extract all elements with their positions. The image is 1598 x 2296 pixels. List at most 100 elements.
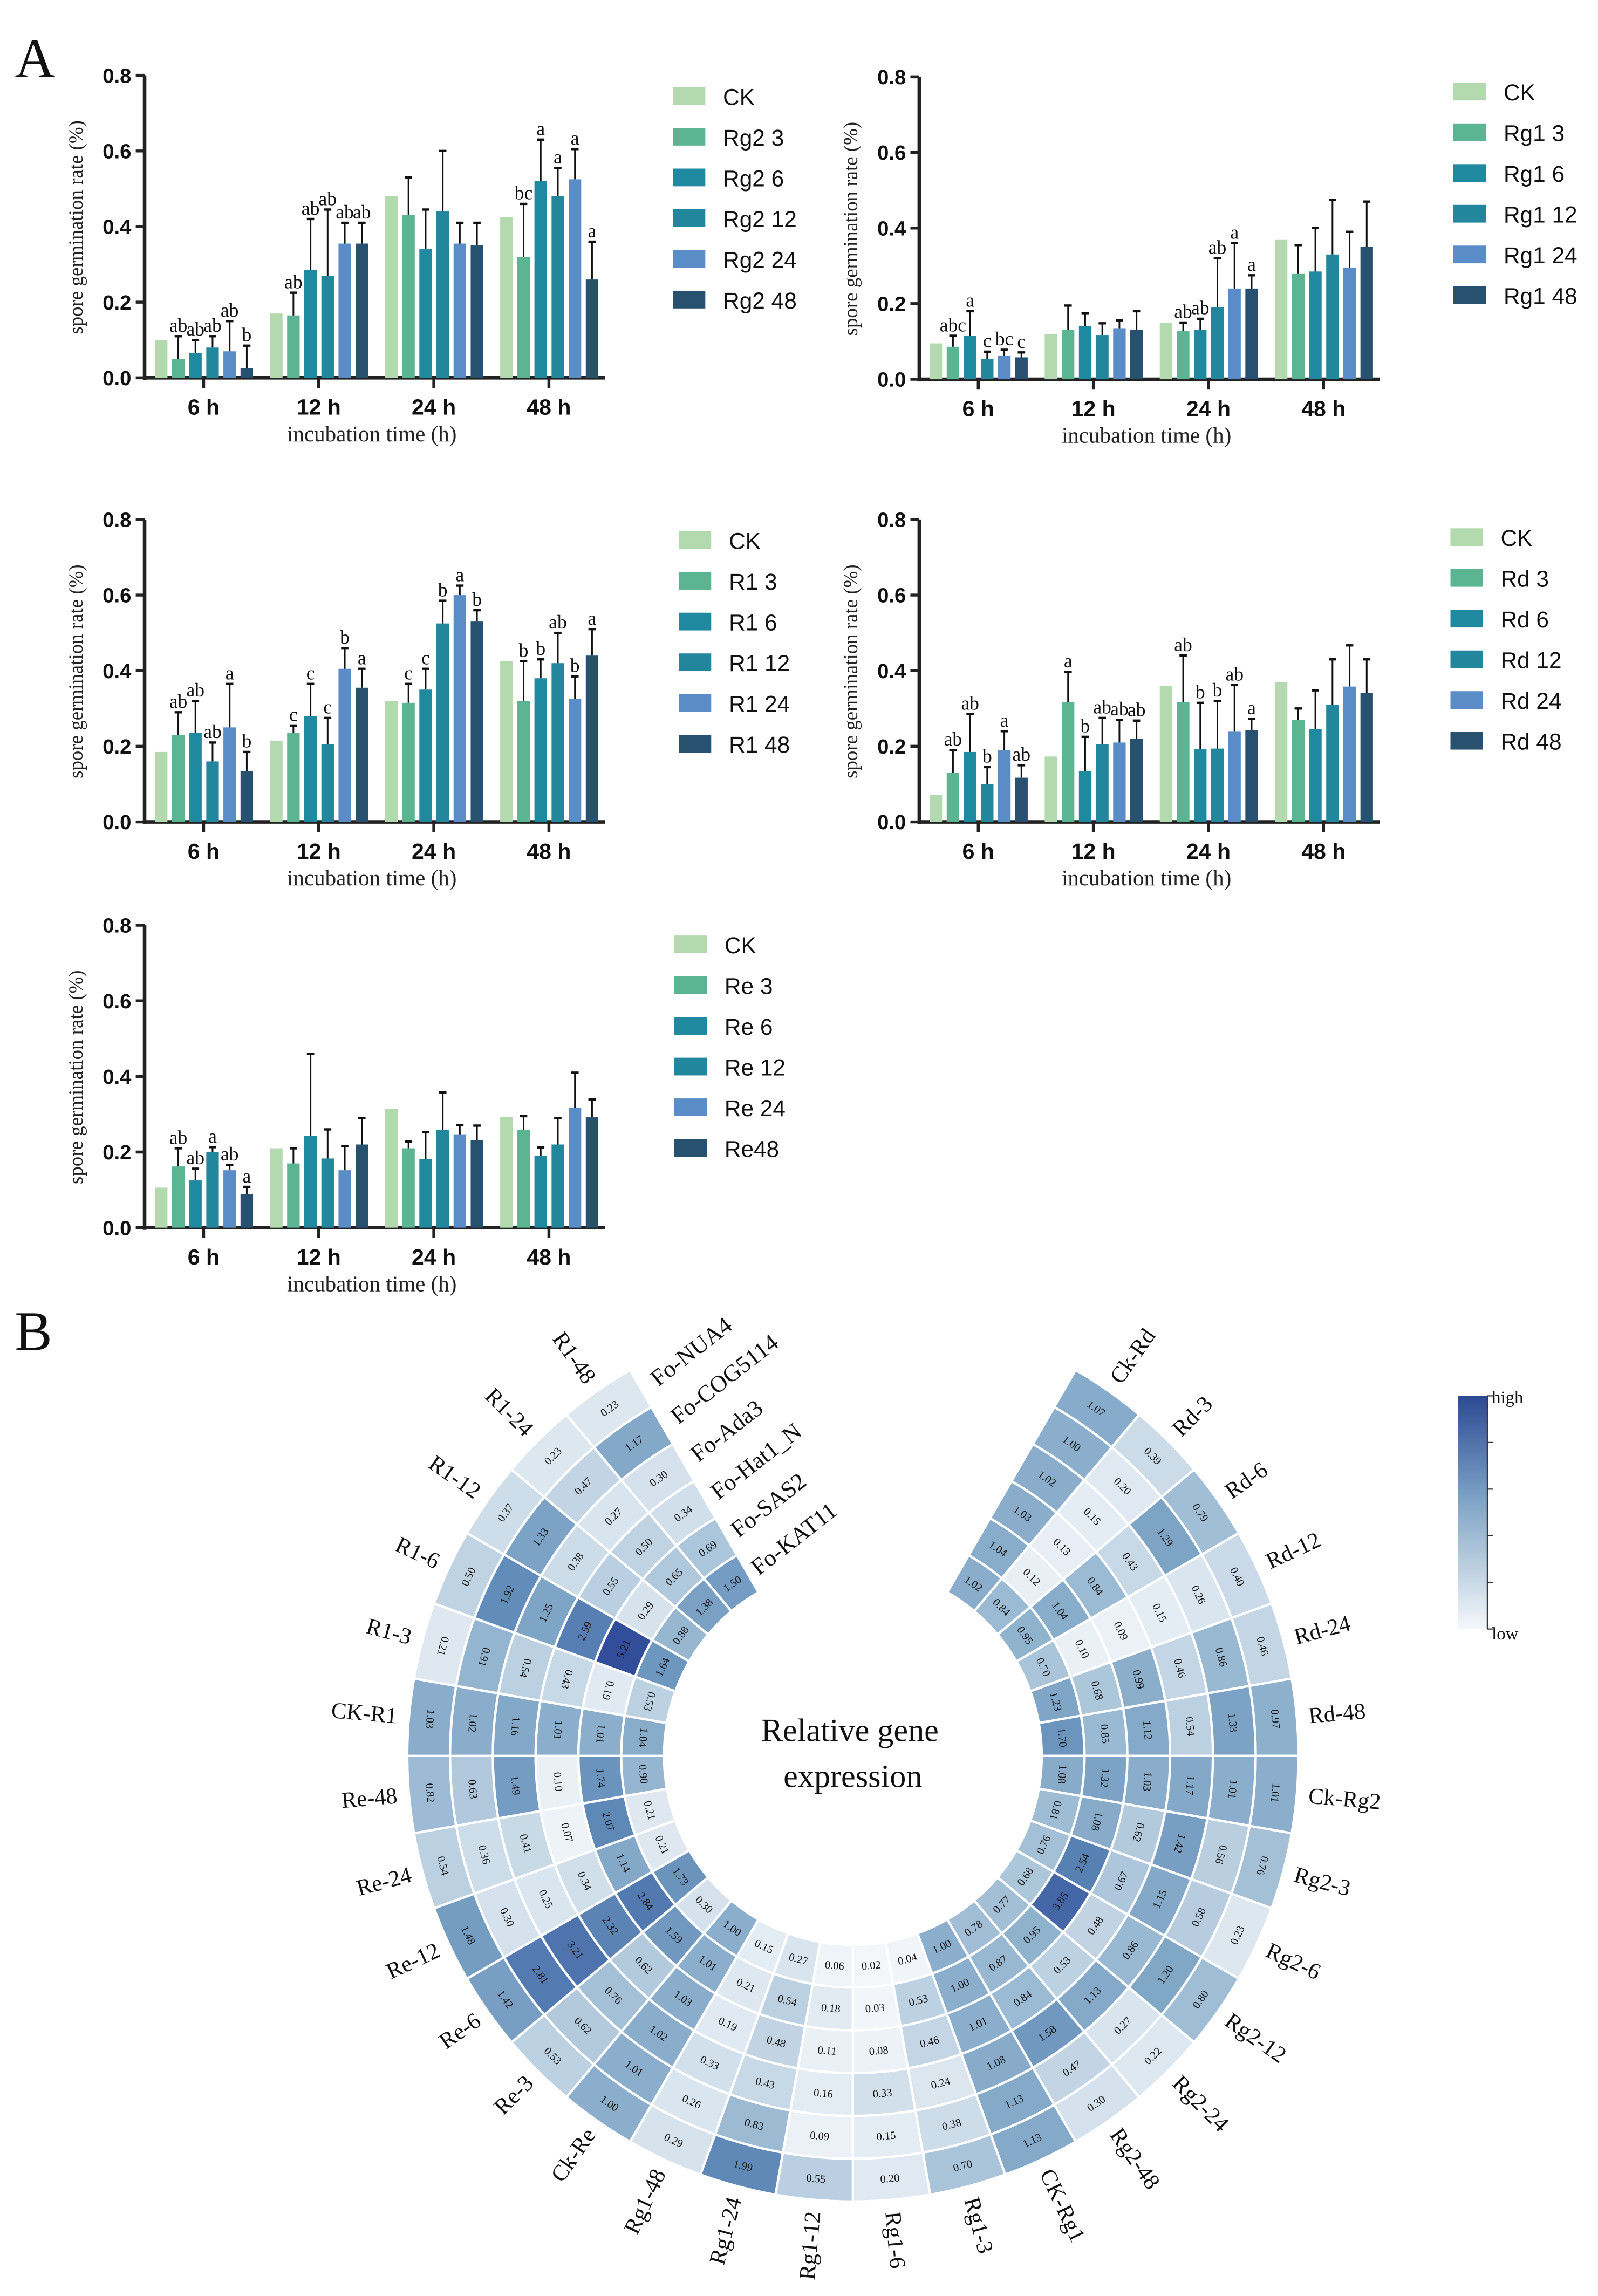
bar-Rd12-6h <box>981 784 994 822</box>
bar-R112-48h <box>551 663 564 822</box>
bar-CK-48h <box>500 661 513 822</box>
legend-swatch <box>674 1098 707 1116</box>
heatmap-cell-value: 0.82 <box>423 1783 436 1803</box>
bar-Re48-24h <box>470 1140 483 1228</box>
bar-Rg13-6h <box>946 346 960 380</box>
y-tick-label: 0.8 <box>103 509 131 532</box>
significance-letter: a <box>536 118 545 140</box>
legend-swatch <box>1453 204 1486 223</box>
bar-Rg224-12h <box>338 243 351 378</box>
bar-R13-24h <box>402 702 415 822</box>
bar-Re48-6h <box>240 1194 254 1228</box>
significance-letter: ab <box>1225 664 1244 685</box>
legend-label: Re 3 <box>725 973 773 999</box>
x-tick-label: 48 h <box>1301 839 1346 864</box>
legend-swatch <box>1450 610 1483 628</box>
y-tick-label: 0.8 <box>103 914 131 938</box>
significance-letter: c <box>1017 331 1026 352</box>
y-axis-title: spore germination rate (%) <box>65 120 87 334</box>
bar-CK-12h <box>270 740 283 822</box>
legend-swatch <box>673 290 706 309</box>
sample-label: R1-24 <box>480 1383 538 1441</box>
significance-letter: ab <box>319 188 337 209</box>
heatmap-cell-value: 0.10 <box>551 1772 564 1792</box>
significance-letter: a <box>226 662 234 684</box>
significance-letter: ab <box>302 197 320 219</box>
significance-letter: ab <box>221 1143 239 1165</box>
bar-R148-6h <box>240 770 254 822</box>
bar-Re24-24h <box>453 1134 466 1228</box>
x-axis-title: incubation time (h) <box>287 1271 456 1296</box>
bar-Rg124-6h <box>998 355 1011 380</box>
significance-letter: b <box>519 640 529 661</box>
sample-label: Rg1-6 <box>880 2210 910 2270</box>
legend-swatch <box>1450 569 1483 587</box>
legend-label: Re 24 <box>725 1096 786 1121</box>
legend-label: Re48 <box>725 1136 779 1161</box>
sample-label: Re-24 <box>354 1862 414 1901</box>
significance-letter: a <box>208 1125 217 1147</box>
heatmap-cell-value: 1.01 <box>1226 1779 1239 1800</box>
heatmap-cell-value: 0.18 <box>821 2001 841 2015</box>
sample-label: Rd-48 <box>1307 1698 1367 1728</box>
bar-Rg212-24h <box>436 211 449 378</box>
significance-letter: b <box>570 655 580 676</box>
bar-CK-48h <box>1275 682 1288 822</box>
heatmap-cell-value: 1.33 <box>1226 1712 1239 1733</box>
x-tick-label: 12 h <box>297 395 341 420</box>
legend-swatch <box>674 1017 707 1035</box>
legend-swatch <box>1453 164 1486 182</box>
heatmap-cell-value: 1.03 <box>1141 1772 1154 1792</box>
x-tick-label: 12 h <box>297 1245 341 1269</box>
heatmap-cell-value: 0.02 <box>861 1959 882 1972</box>
y-axis-title: spore germination rate (%) <box>65 970 87 1184</box>
bar-Rg112-48h <box>1326 254 1339 380</box>
legend-label: CK <box>723 84 755 110</box>
x-axis-title: incubation time (h) <box>287 421 456 446</box>
y-tick-label: 0.6 <box>103 990 131 1013</box>
heatmap-cell-value: 0.08 <box>869 2044 889 2058</box>
x-tick-label: 6 h <box>188 395 220 420</box>
legend-label: Rg1 3 <box>1504 121 1565 146</box>
bar-Rd12-48h <box>1326 705 1339 822</box>
bar-Rg148-24h <box>1245 288 1258 380</box>
legend-label: Rg2 6 <box>723 166 784 191</box>
bar-Re12-12h <box>321 1158 334 1228</box>
sample-label: Rg2-24 <box>1167 2070 1234 2137</box>
legend-label: R1 12 <box>729 651 790 676</box>
y-tick-label: 0.0 <box>103 367 131 390</box>
bar-Rg148-12h <box>1130 330 1143 380</box>
significance-letter: ab <box>1110 698 1129 720</box>
bar-CK-6h <box>155 1187 168 1228</box>
legend-label: Rg2 12 <box>723 207 797 232</box>
colorbar-low-label: low <box>1492 1624 1519 1644</box>
bar-Rg16-48h <box>1309 271 1322 380</box>
bar-R124-48h <box>569 699 582 822</box>
colorbar <box>1458 1396 1487 1629</box>
bar-Rg26-24h <box>419 249 432 378</box>
legend-swatch <box>673 128 706 146</box>
significance-letter: b <box>1213 679 1223 701</box>
significance-letter: c <box>421 647 430 669</box>
panel-label-b: B <box>15 1301 52 1363</box>
significance-letter: ab <box>284 271 303 292</box>
significance-letter: bc <box>995 328 1014 350</box>
sample-label: Rg2-12 <box>1220 2008 1291 2068</box>
bar-Rg16-12h <box>1078 326 1092 380</box>
x-axis-title: incubation time (h) <box>287 865 456 890</box>
bar-Re24-48h <box>569 1108 582 1228</box>
heatmap-cell-value: 1.32 <box>1098 1768 1111 1788</box>
significance-letter: b <box>242 730 252 752</box>
bar-R124-6h <box>223 727 236 822</box>
significance-letter: ab <box>169 1126 188 1148</box>
y-tick-label: 0.8 <box>877 509 906 532</box>
bar-R16-24h <box>419 689 432 822</box>
heatmap-cell-value: 1.01 <box>593 1724 607 1744</box>
bar-R13-12h <box>287 733 300 822</box>
significance-letter: ab <box>961 693 979 714</box>
bar-Rg124-48h <box>1343 268 1356 380</box>
bar-R112-6h <box>206 761 219 822</box>
sample-label: Re-12 <box>383 1938 444 1984</box>
sample-label: Re-48 <box>340 1783 398 1813</box>
significance-letter: ab <box>169 315 188 336</box>
